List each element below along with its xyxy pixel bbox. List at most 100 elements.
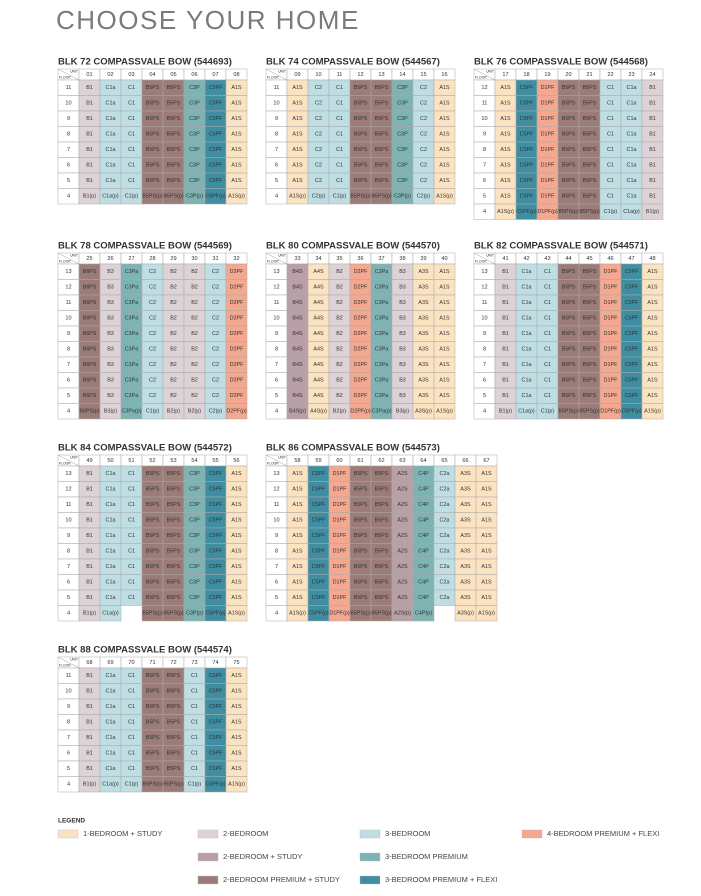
unit-type: C1 — [128, 502, 135, 508]
unit-type: B5PS — [146, 704, 160, 710]
unit-type: A2S — [397, 549, 408, 555]
floor-label: 8 — [67, 347, 70, 353]
unit-type: C1a — [106, 595, 116, 601]
floor-label: 12 — [481, 85, 487, 91]
corner-unit: UNIT — [486, 69, 494, 73]
unit-type: C1 — [191, 751, 198, 757]
unit-type: A1S — [439, 163, 450, 169]
unit-type: D2PF — [354, 269, 368, 275]
unit-type: B5PS — [167, 502, 181, 508]
unit-type: A4S — [313, 331, 324, 337]
unit-type: A1S — [439, 362, 450, 368]
legend-title: LEGEND — [58, 818, 85, 825]
unit-header: 42 — [523, 256, 529, 262]
unit-type: A4S — [313, 300, 324, 306]
unit-type: D1PF — [604, 269, 618, 275]
unit-type: C3P(p) — [186, 194, 203, 200]
unit-type: A2S — [397, 471, 408, 477]
unit-header: 41 — [502, 256, 508, 262]
floor-label: 7 — [483, 362, 486, 368]
unit-type: B2 — [191, 393, 198, 399]
unit-type: A1S — [231, 132, 242, 138]
unit-type: D2PF — [354, 362, 368, 368]
unit-type: D1PF — [333, 502, 347, 508]
unit-type: D2PF — [354, 316, 368, 322]
unit-type: C3P — [189, 101, 200, 107]
legend-swatch — [521, 829, 543, 839]
unit-header: 40 — [441, 256, 447, 262]
unit-type: A1S — [481, 564, 492, 570]
unit-type: C2 — [212, 393, 219, 399]
unit-type: B5PS — [167, 735, 181, 741]
unit-type: B4S — [292, 285, 303, 291]
unit-type: D2PF — [354, 347, 368, 353]
unit-type: B5PS — [375, 178, 389, 184]
unit-type: D2PF — [354, 378, 368, 384]
unit-type: C5PF — [209, 471, 223, 477]
floor-label: 7 — [275, 564, 278, 570]
unit-type: D2PF — [230, 269, 244, 275]
unit-type: B1 — [649, 116, 656, 122]
unit-header: 43 — [544, 256, 550, 262]
unit-type: C1a — [106, 580, 116, 586]
corner-floor: FLOOR — [267, 75, 279, 79]
unit-type: B5PS — [583, 393, 597, 399]
unit-type: D2PF — [230, 347, 244, 353]
floor-label: 6 — [483, 378, 486, 384]
unit-type: A1S — [481, 487, 492, 493]
unit-type: A1S — [481, 471, 492, 477]
unit-type: C5PF — [209, 163, 223, 169]
unit-type: B5PS — [354, 163, 368, 169]
unit-type: C3Pa — [375, 300, 389, 306]
unit-header: 46 — [607, 256, 613, 262]
unit-type: B5PS — [375, 580, 389, 586]
unit-type: C3P — [189, 502, 200, 508]
unit-header: 15 — [420, 72, 426, 78]
corner-unit: UNIT — [278, 455, 286, 459]
unit-type: A1S(p) — [228, 782, 245, 788]
unit-type: B1 — [86, 564, 93, 570]
unit-type: C3P — [189, 85, 200, 91]
floor-label: 4 — [275, 409, 278, 415]
unit-type: A1S(p) — [289, 611, 306, 617]
unit-type: C3Pa — [125, 347, 139, 353]
unit-type: B5PS — [167, 766, 181, 772]
floor-label: 11 — [66, 502, 72, 508]
unit-type: A1S — [439, 269, 450, 275]
unit-type: B2 — [336, 285, 343, 291]
unit-type: C3P — [397, 163, 408, 169]
unit-type: A3S — [418, 300, 429, 306]
unit-type: A3S — [460, 471, 471, 477]
floor-label: 7 — [275, 362, 278, 368]
unit-type: C2a — [440, 518, 450, 524]
unit-type: D1PF — [541, 163, 555, 169]
unit-type: B5PS — [167, 471, 181, 477]
unit-type: B2(p) — [188, 409, 201, 415]
unit-type: A1S(p) — [436, 409, 453, 415]
legend-label: 3-BEDROOM — [385, 829, 430, 838]
unit-type: B2 — [191, 331, 198, 337]
floor-label: 13 — [65, 471, 71, 477]
unit-type: C5PF — [520, 147, 534, 153]
unit-type: B5PS — [562, 178, 576, 184]
unit-type: A1S — [292, 85, 303, 91]
unit-header: 20 — [565, 72, 571, 78]
unit-header: 02 — [107, 72, 113, 78]
unit-type: C1(p) — [146, 409, 160, 415]
unit-type: B2 — [170, 378, 177, 384]
unit-type: C1 — [128, 116, 135, 122]
unit-type: D1PF — [333, 549, 347, 555]
unit-header: 65 — [441, 458, 447, 464]
unit-type: B2 — [336, 347, 343, 353]
unit-type: B5PS(p) — [163, 782, 184, 788]
unit-type: B5PS — [167, 704, 181, 710]
unit-type: D1PF(p) — [600, 409, 621, 415]
unit-header: 56 — [233, 458, 239, 464]
unit-type: D1PF — [333, 564, 347, 570]
unit-cell — [433, 188, 456, 205]
floor-label: 7 — [483, 163, 486, 169]
unit-header: 11 — [337, 72, 343, 78]
unit-type: C1a(p) — [102, 782, 119, 788]
unit-type: C2 — [212, 362, 219, 368]
unit-type: C5PF — [520, 178, 534, 184]
